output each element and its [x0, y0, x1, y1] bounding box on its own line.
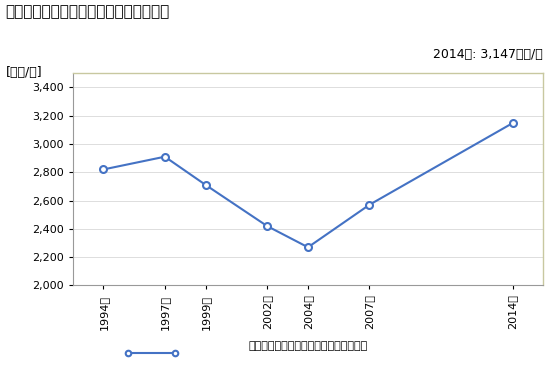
商業の従業者一人当たり年間商品販売額	[366, 203, 373, 207]
商業の従業者一人当たり年間商品販売額	[161, 154, 168, 159]
Line: 商業の従業者一人当たり年間商品販売額: 商業の従業者一人当たり年間商品販売額	[100, 120, 516, 251]
商業の従業者一人当たり年間商品販売額	[100, 167, 107, 172]
商業の従業者一人当たり年間商品販売額	[202, 183, 209, 187]
商業の従業者一人当たり年間商品販売額	[509, 121, 516, 125]
Text: 商業の従業者一人当たり年間商品販売額: 商業の従業者一人当たり年間商品販売額	[249, 341, 367, 351]
Text: 2014年: 3,147万円/人: 2014年: 3,147万円/人	[433, 48, 543, 61]
商業の従業者一人当たり年間商品販売額	[264, 224, 270, 228]
Text: [万円/人]: [万円/人]	[6, 66, 42, 79]
商業の従業者一人当たり年間商品販売額	[305, 245, 311, 250]
Text: 商業の従業者一人当たり年間商品販売額: 商業の従業者一人当たり年間商品販売額	[6, 4, 170, 19]
